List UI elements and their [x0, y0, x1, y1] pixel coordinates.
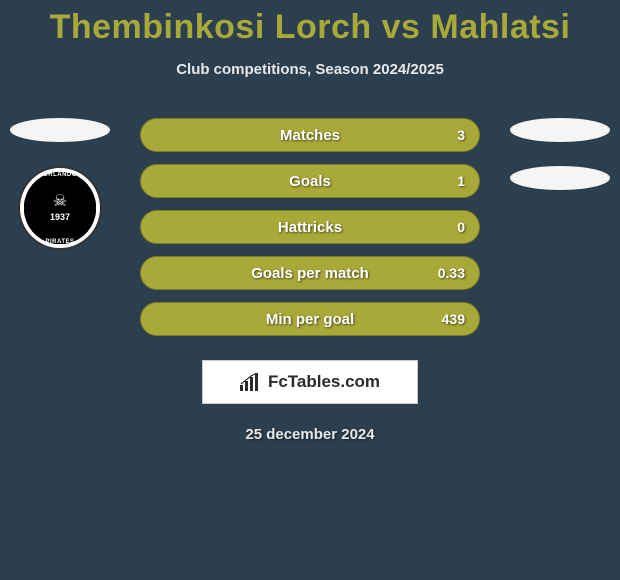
left-club-crest-icon: ORLANDO ☠ 1937 PIRATES — [18, 166, 102, 250]
page-title: Thembinkosi Lorch vs Mahlatsi — [0, 0, 620, 47]
stat-row: Hattricks 0 — [140, 210, 480, 244]
stat-value: 439 — [442, 311, 465, 327]
stat-value: 3 — [457, 127, 465, 143]
stat-value: 1 — [457, 173, 465, 189]
stat-value: 0 — [457, 219, 465, 235]
stat-label: Matches — [280, 127, 340, 144]
stat-row: Min per goal 439 — [140, 302, 480, 336]
stat-label: Goals per match — [251, 265, 369, 282]
bars-icon — [240, 373, 262, 391]
left-flag-icon — [10, 118, 110, 142]
stat-label: Min per goal — [266, 311, 354, 328]
stat-label: Hattricks — [278, 219, 342, 236]
right-player-column — [510, 118, 610, 336]
crest-top-label: ORLANDO — [43, 172, 77, 178]
brand-text: FcTables.com — [268, 372, 380, 392]
stat-row: Matches 3 — [140, 118, 480, 152]
left-player-column: ORLANDO ☠ 1937 PIRATES — [10, 118, 110, 336]
stats-list: Matches 3 Goals 1 Hattricks 0 Goals per … — [140, 118, 480, 336]
right-club-crest-icon — [510, 166, 610, 190]
stat-value: 0.33 — [438, 265, 465, 281]
comparison-row: ORLANDO ☠ 1937 PIRATES Matches 3 Goals 1… — [0, 118, 620, 336]
date-text: 25 december 2024 — [0, 426, 620, 443]
stat-label: Goals — [289, 173, 331, 190]
brand-badge: FcTables.com — [202, 360, 418, 404]
crest-bottom-label: PIRATES — [45, 239, 74, 245]
skull-icon: ☠ — [53, 194, 67, 210]
stat-row: Goals 1 — [140, 164, 480, 198]
crest-year: 1937 — [50, 212, 70, 222]
subtitle: Club competitions, Season 2024/2025 — [0, 61, 620, 78]
stat-row: Goals per match 0.33 — [140, 256, 480, 290]
right-flag-icon — [510, 118, 610, 142]
